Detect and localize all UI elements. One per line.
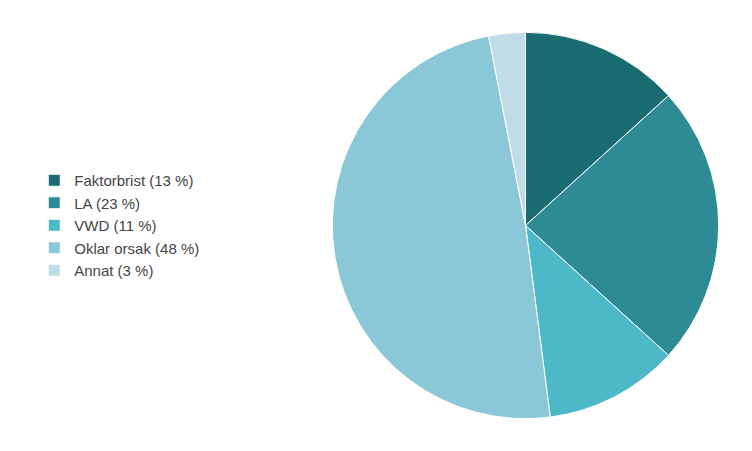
- svg-text:VWD (11 %): VWD (11 %): [74, 217, 156, 234]
- svg-text:LA (23 %): LA (23 %): [74, 195, 140, 212]
- svg-text:Oklar orsak (48 %): Oklar orsak (48 %): [74, 240, 199, 257]
- svg-text:Faktorbrist (13 %): Faktorbrist (13 %): [74, 172, 193, 189]
- svg-text:Annat (3 %): Annat (3 %): [74, 262, 153, 279]
